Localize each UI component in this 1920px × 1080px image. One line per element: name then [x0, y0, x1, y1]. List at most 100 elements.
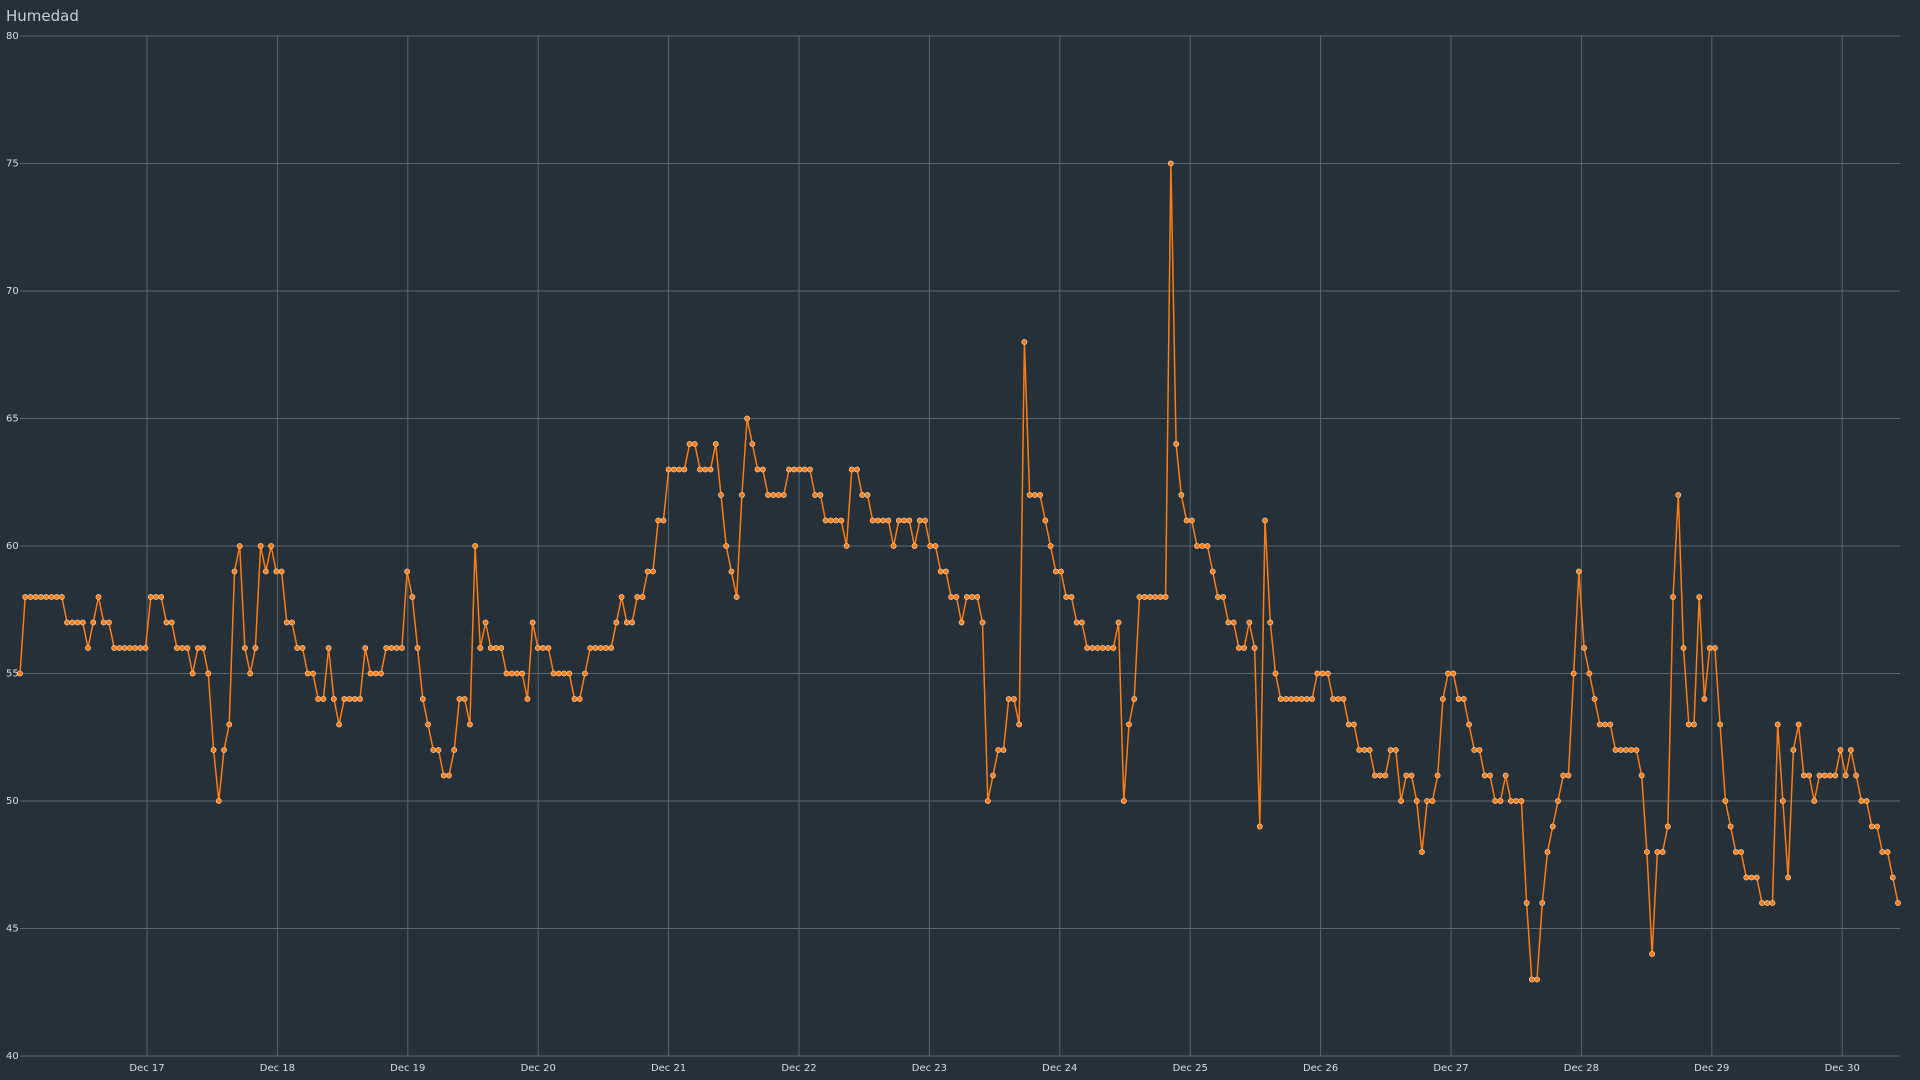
data-point: [1466, 721, 1472, 728]
data-point: [1267, 619, 1274, 626]
data-point: [1722, 798, 1729, 804]
data-point: [1534, 976, 1540, 983]
data-point: [1649, 951, 1656, 957]
data-points: [17, 160, 1901, 983]
data-point: [147, 594, 154, 600]
data-point: [1152, 594, 1159, 600]
data-point: [1361, 747, 1368, 753]
data-point: [1806, 772, 1812, 779]
data-point: [1000, 747, 1007, 753]
data-point: [367, 670, 374, 677]
data-point: [911, 543, 918, 549]
data-point: [1780, 798, 1786, 804]
data-point: [1743, 874, 1750, 881]
data-point: [1837, 747, 1844, 753]
data-point: [58, 594, 65, 600]
data-point: [943, 568, 949, 575]
data-point: [1256, 823, 1263, 830]
data-point: [995, 747, 1002, 753]
data-point: [979, 619, 986, 626]
data-point: [963, 594, 970, 600]
y-gridlines: [20, 35, 1900, 1057]
data-point: [948, 594, 955, 600]
data-point: [1811, 798, 1818, 804]
data-point: [1628, 747, 1635, 753]
data-point: [440, 772, 447, 779]
data-point: [1037, 492, 1043, 498]
data-point: [1450, 670, 1457, 677]
data-point: [461, 696, 468, 702]
data-point: [1717, 721, 1724, 728]
x-tick-label: Dec 25: [1173, 1063, 1208, 1074]
data-point: [205, 670, 212, 677]
data-point: [1816, 772, 1823, 779]
data-point: [869, 517, 876, 524]
data-point: [1586, 670, 1593, 677]
data-point: [17, 670, 23, 677]
data-point: [608, 645, 615, 651]
data-point: [1220, 594, 1227, 600]
data-point: [1455, 696, 1462, 702]
data-point: [1131, 696, 1138, 702]
data-point: [922, 517, 928, 524]
data-point: [1570, 670, 1577, 677]
data-point: [1544, 849, 1551, 855]
data-point: [1005, 696, 1012, 702]
data-point: [74, 619, 81, 626]
data-point: [189, 670, 196, 677]
data-point: [1403, 772, 1410, 779]
data-point: [1471, 747, 1478, 753]
data-point: [388, 645, 395, 651]
data-point: [1575, 568, 1582, 575]
data-point: [487, 645, 494, 651]
data-point: [184, 645, 191, 651]
data-point: [1084, 645, 1091, 651]
data-point: [111, 645, 118, 651]
data-point: [1340, 696, 1347, 702]
data-point: [236, 543, 243, 549]
data-point: [1105, 645, 1111, 651]
data-point: [1199, 543, 1206, 549]
data-point: [670, 466, 677, 473]
data-point: [330, 696, 337, 702]
data-point: [1612, 747, 1619, 753]
data-point: [1487, 772, 1493, 779]
data-point: [1675, 492, 1682, 498]
data-point: [137, 645, 144, 651]
data-point: [1115, 619, 1122, 626]
data-point: [1147, 594, 1153, 600]
data-point: [1392, 747, 1399, 753]
data-point: [221, 747, 227, 753]
data-point: [1288, 696, 1295, 702]
data-point: [1434, 772, 1441, 779]
data-point: [676, 466, 683, 473]
data-point: [503, 670, 510, 677]
x-tick-label: Dec 19: [390, 1063, 425, 1074]
data-point: [404, 568, 411, 575]
data-point: [650, 568, 656, 575]
data-point: [351, 696, 358, 702]
data-point: [362, 645, 369, 651]
data-point: [1685, 721, 1692, 728]
data-point: [723, 543, 730, 549]
data-point: [1377, 772, 1384, 779]
series-line: [19, 162, 1899, 981]
data-point: [1120, 798, 1127, 804]
data-point: [163, 619, 170, 626]
data-point: [739, 492, 745, 498]
data-point: [1790, 747, 1797, 753]
data-point: [69, 619, 76, 626]
data-point: [534, 645, 541, 651]
data-point: [1623, 747, 1629, 753]
data-point: [1596, 721, 1603, 728]
data-point: [1821, 772, 1828, 779]
data-point: [357, 696, 363, 702]
data-point: [1047, 543, 1054, 549]
data-point: [791, 466, 798, 473]
data-point: [592, 645, 599, 651]
data-point: [1445, 670, 1452, 677]
data-point: [1162, 594, 1169, 600]
data-point: [707, 466, 714, 473]
data-point: [807, 466, 813, 473]
chart-title: Humedad: [6, 7, 79, 25]
